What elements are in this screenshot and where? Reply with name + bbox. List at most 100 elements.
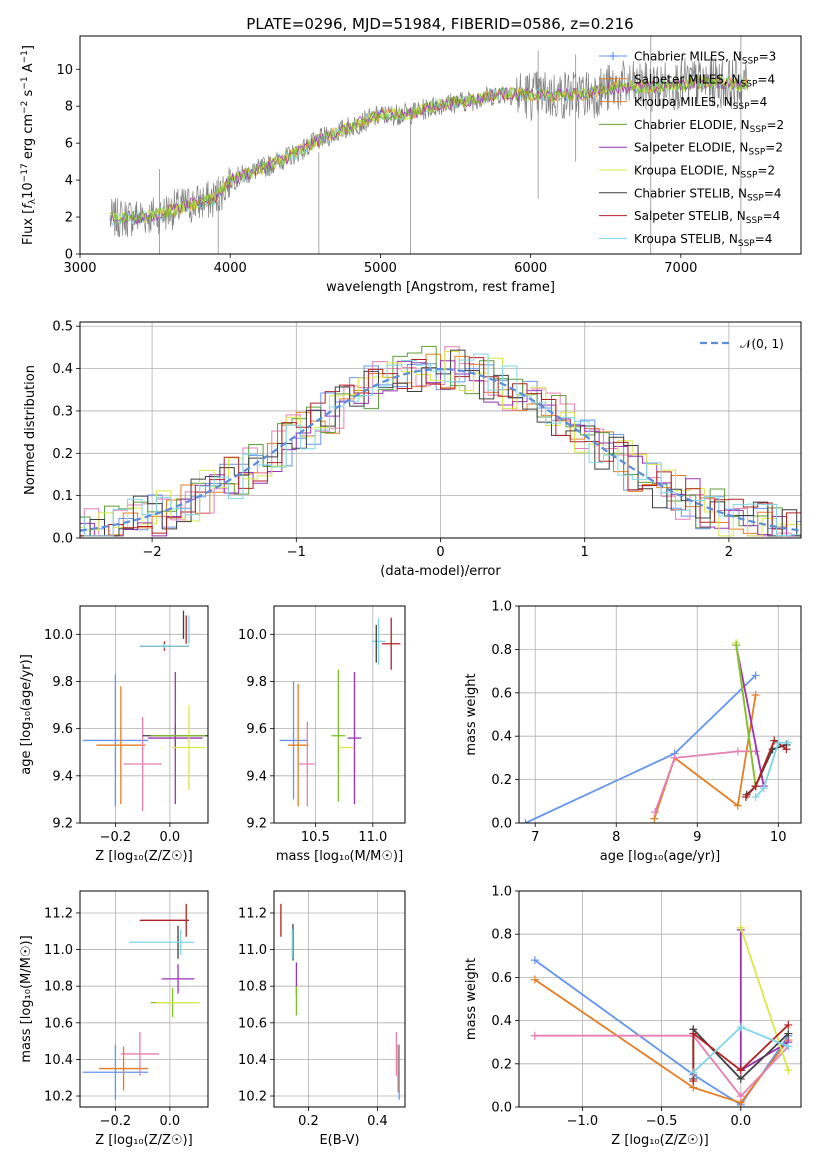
x-tick-label: −0.2 [100, 1114, 132, 1129]
legend-sub: SSP [748, 148, 765, 158]
histogram-series [80, 345, 801, 537]
y-tick-label: 11.0 [238, 943, 267, 958]
series [741, 736, 791, 801]
legend-entry: Chabrier STELIB, NSSP=4 [634, 186, 782, 203]
errorbar-point [371, 617, 386, 665]
x-tick-label: 11.0 [358, 830, 387, 845]
y-tick-label: 0.6 [491, 971, 512, 986]
y-tick-label: 4 [65, 174, 73, 189]
mass_age-panel: 10.5 11.0 9.2 9.4 9.6 9.8 10.0 mass [log₁₀(M/M☉… [238, 605, 406, 864]
x-axis-label: age [log₁₀(age/yr)] [600, 849, 721, 864]
z_age-panel: −0.2 0.0 9.2 9.4 9.6 9.8 10.0 Z [log₁₀(Z/Z☉)] ag… [19, 605, 209, 864]
x-tick-label: 1 [581, 545, 589, 560]
figure-title: PLATE=0296, MJD=51984, FIBERID=0586, z=0… [246, 15, 633, 33]
legend: 𝒩(0, 1) [700, 337, 784, 351]
spectrum-series [109, 36, 749, 254]
label-part: −2 [20, 101, 30, 114]
x-tick-label: −1 [287, 545, 306, 560]
y-tick-label: 1.0 [491, 885, 512, 900]
plot-frame [273, 890, 406, 1108]
legend-sub: SSP [750, 125, 767, 135]
data-marker [784, 1066, 793, 1075]
plot-frame [273, 605, 406, 824]
data-marker [751, 671, 760, 680]
data-marker [741, 792, 750, 801]
plot-frame [518, 890, 802, 1108]
y-tick-label: 0.0 [52, 532, 73, 547]
errorbar-point [96, 686, 146, 805]
series-line [534, 1034, 789, 1098]
y-tick-label: 1.0 [491, 600, 512, 615]
x-tick-label: −2 [143, 545, 162, 560]
y-tick-label: 0.8 [491, 643, 512, 658]
errorbar-point [161, 964, 195, 994]
y-axis-label: age [log₁₀(age/yr)] [19, 654, 34, 775]
y-tick-label: 10.0 [238, 628, 267, 643]
errorbar-point [139, 643, 189, 649]
legend-text: Kroupa STELIB, N [634, 232, 738, 246]
ebv_mass-panel: 0.2 0.4 10.2 10.4 10.6 10.8 11.0 11.2 E(B-V) [238, 890, 406, 1148]
x-axis-label: mass [log₁₀(M/M☉)] [276, 849, 403, 864]
data-marker [759, 784, 768, 793]
data-marker [736, 1023, 745, 1032]
errorbar-point [331, 669, 346, 802]
x-tick-label: 9 [693, 830, 701, 845]
data-marker [733, 801, 742, 810]
data-marker [530, 956, 539, 965]
errorbar-point [120, 1031, 159, 1076]
x-tick-label: 2 [725, 545, 733, 560]
x-tick-label: −0.2 [100, 830, 132, 845]
series-line [754, 741, 788, 798]
series-line [735, 644, 757, 787]
data-marker [732, 641, 741, 650]
data-marker [609, 52, 617, 60]
errorbar-point [123, 716, 162, 812]
errorbar-point [82, 674, 149, 807]
label-part: −1 [20, 50, 30, 63]
label-part: λ [28, 198, 38, 204]
data-marker [736, 1092, 745, 1101]
plot-frame [79, 35, 802, 255]
legend-entry: Kroupa ELODIE, NSSP=2 [634, 164, 775, 181]
legend-text: Salpeter ELODIE, N [634, 141, 748, 155]
errorbar-point [287, 683, 309, 807]
x-axis-label: Z [log₁₀(Z/Z☉)] [611, 1133, 708, 1148]
plot-frame [518, 605, 802, 824]
legend-entry: 𝒩(0, 1) [740, 337, 784, 351]
legend-text: Salpeter MILES, N [634, 72, 741, 86]
x-axis-label: E(B-V) [319, 1133, 359, 1148]
legend-text: Chabrier MILES, N [634, 50, 742, 64]
y-tick-label: 9.6 [246, 722, 267, 737]
histogram-step [80, 357, 801, 537]
label-part: −17 [20, 163, 30, 182]
y-tick-label: 9.6 [52, 722, 73, 737]
legend-sub: SSP [741, 79, 758, 89]
errorbar-point [148, 672, 203, 805]
data-marker [736, 1074, 745, 1083]
y-tick-label: 10.4 [44, 1053, 73, 1068]
data-marker [736, 1066, 745, 1075]
data-marker [784, 1029, 793, 1038]
data-marker [774, 738, 783, 747]
x-tick-label: 5000 [364, 261, 397, 276]
errorbar-series [279, 617, 401, 807]
data-marker [733, 747, 742, 756]
errorbar-series [82, 903, 200, 1100]
legend-text: Kroupa ELODIE, N [634, 164, 741, 178]
legend-sub: SSP [746, 216, 763, 226]
y-tick-label: 9.4 [52, 769, 73, 784]
data-marker [751, 690, 760, 699]
y-tick-label: 10.0 [44, 628, 73, 643]
legend-suffix: =2 [757, 164, 775, 178]
data-marker [530, 1031, 539, 1040]
normal-curve [80, 367, 801, 532]
y-tick-label: 0.0 [491, 817, 512, 832]
series [736, 923, 793, 1075]
x-tick-label: 0.4 [367, 1114, 388, 1129]
data-marker [521, 819, 530, 823]
series [689, 1020, 793, 1086]
x-axis-label: (data-model)/error [380, 564, 501, 579]
x-tick-label: 0.0 [730, 1114, 751, 1129]
legend-suffix: =4 [763, 209, 781, 223]
